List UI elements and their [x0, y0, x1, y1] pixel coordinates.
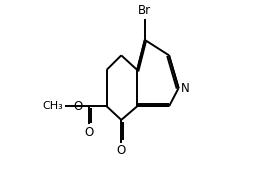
Text: N: N — [181, 82, 190, 95]
Text: O: O — [117, 144, 126, 157]
Text: O: O — [85, 126, 94, 139]
Text: O: O — [73, 100, 83, 113]
Text: Br: Br — [138, 4, 151, 17]
Text: CH₃: CH₃ — [43, 101, 64, 111]
